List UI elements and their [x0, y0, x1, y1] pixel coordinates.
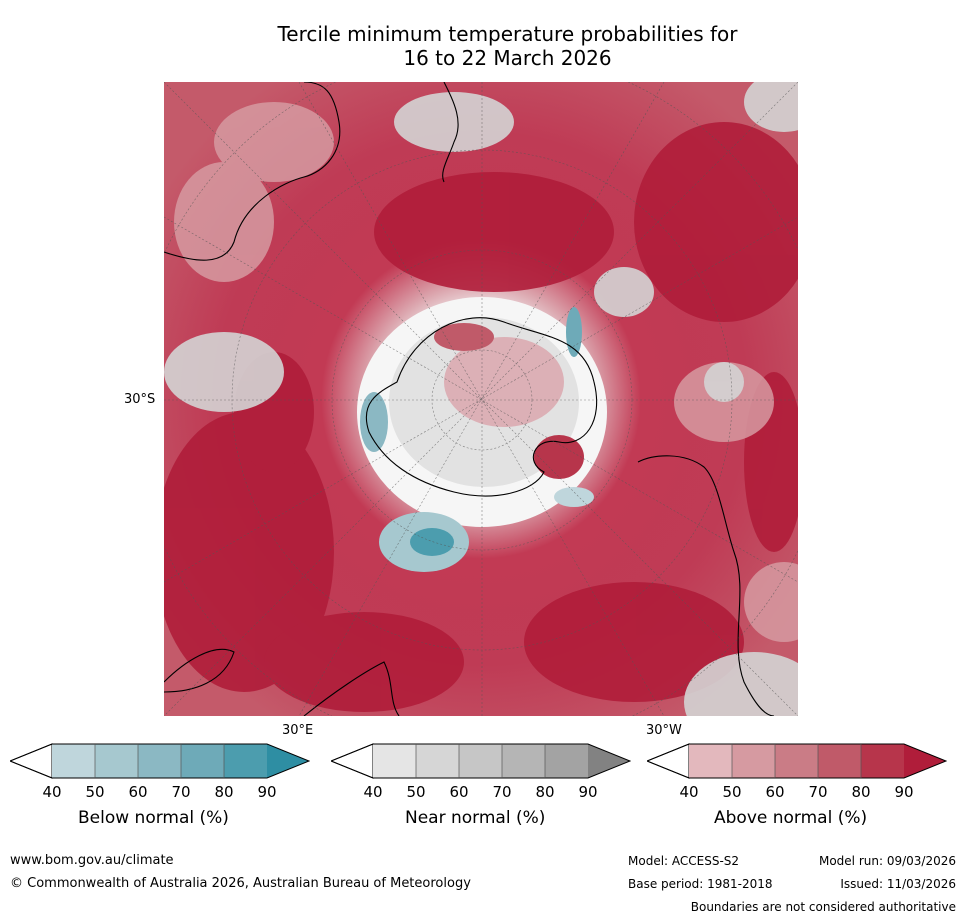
below-normal-swatch — [95, 744, 138, 778]
copyright-text: © Commonwealth of Australia 2026, Austra… — [10, 876, 471, 891]
near-normal-areas — [164, 82, 798, 716]
near-normal-swatch — [373, 744, 416, 778]
tick-label: 90 — [894, 783, 914, 801]
below-normal-title: Below normal (%) — [78, 808, 229, 828]
below-normal-extend-low — [10, 743, 53, 779]
coastlines — [164, 82, 775, 716]
above-normal-swatch — [818, 744, 861, 778]
issued-text: Issued: 11/03/2026 — [840, 877, 956, 891]
tick-label: 80 — [851, 783, 871, 801]
model-run-text: Model run: 09/03/2026 — [818, 854, 956, 868]
map-svg — [164, 82, 798, 716]
above-normal-swatch — [775, 744, 818, 778]
tick-label: 80 — [535, 783, 555, 801]
below-normal-extend-high — [267, 744, 309, 778]
lon-label-30w: 30°W — [646, 723, 682, 738]
near-normal-title: Near normal (%) — [405, 808, 546, 828]
near-normal-extend-low — [331, 743, 374, 779]
website-link[interactable]: www.bom.gov.au/climate — [10, 853, 174, 868]
tick-label: 80 — [214, 783, 234, 801]
below-normal-swatch — [224, 744, 267, 778]
tick-label: 70 — [492, 783, 512, 801]
above-normal-swatch — [732, 744, 775, 778]
title-line-2: 16 to 22 March 2026 — [403, 46, 612, 70]
lon-label-30e: 30°E — [282, 723, 314, 738]
near-normal-swatch — [502, 744, 545, 778]
graticule — [164, 82, 798, 716]
near-normal-swatch — [545, 744, 588, 778]
above-normal-colorbar — [647, 743, 947, 779]
tick-label: 70 — [808, 783, 828, 801]
tick-label: 70 — [171, 783, 191, 801]
above-normal-title: Above normal (%) — [714, 808, 868, 828]
disclaimer-text: Boundaries are not considered authoritat… — [690, 900, 956, 914]
near-normal-colorbar — [331, 743, 631, 779]
below-normal-areas — [360, 307, 594, 572]
below-normal-swatch — [138, 744, 181, 778]
base-period-text: Base period: 1981-2018 — [628, 877, 773, 891]
tick-label: 40 — [679, 783, 699, 801]
map-title: Tercile minimum temperature probabilitie… — [0, 22, 965, 70]
tick-label: 60 — [128, 783, 148, 801]
above-normal-swatch — [689, 744, 732, 778]
tick-label: 50 — [85, 783, 105, 801]
tick-label: 60 — [765, 783, 785, 801]
below-normal-colorbar — [10, 743, 310, 779]
near-normal-extend-high — [588, 744, 630, 778]
tick-label: 40 — [42, 783, 62, 801]
tick-label: 50 — [722, 783, 742, 801]
above-normal-extend-high — [904, 744, 946, 778]
below-normal-swatch — [181, 744, 224, 778]
tick-label: 90 — [578, 783, 598, 801]
tick-label: 50 — [406, 783, 426, 801]
tick-label: 90 — [257, 783, 277, 801]
near-normal-swatch — [416, 744, 459, 778]
above-normal-swatch — [861, 744, 904, 778]
lat-label-30s: 30°S — [124, 392, 156, 407]
near-normal-swatch — [459, 744, 502, 778]
model-text: Model: ACCESS-S2 — [628, 854, 740, 868]
below-normal-swatch — [52, 744, 95, 778]
tick-label: 60 — [449, 783, 469, 801]
title-line-1: Tercile minimum temperature probabilitie… — [277, 22, 738, 46]
probability-map — [164, 82, 798, 716]
tick-label: 40 — [363, 783, 383, 801]
above-normal-extend-low — [647, 743, 690, 779]
